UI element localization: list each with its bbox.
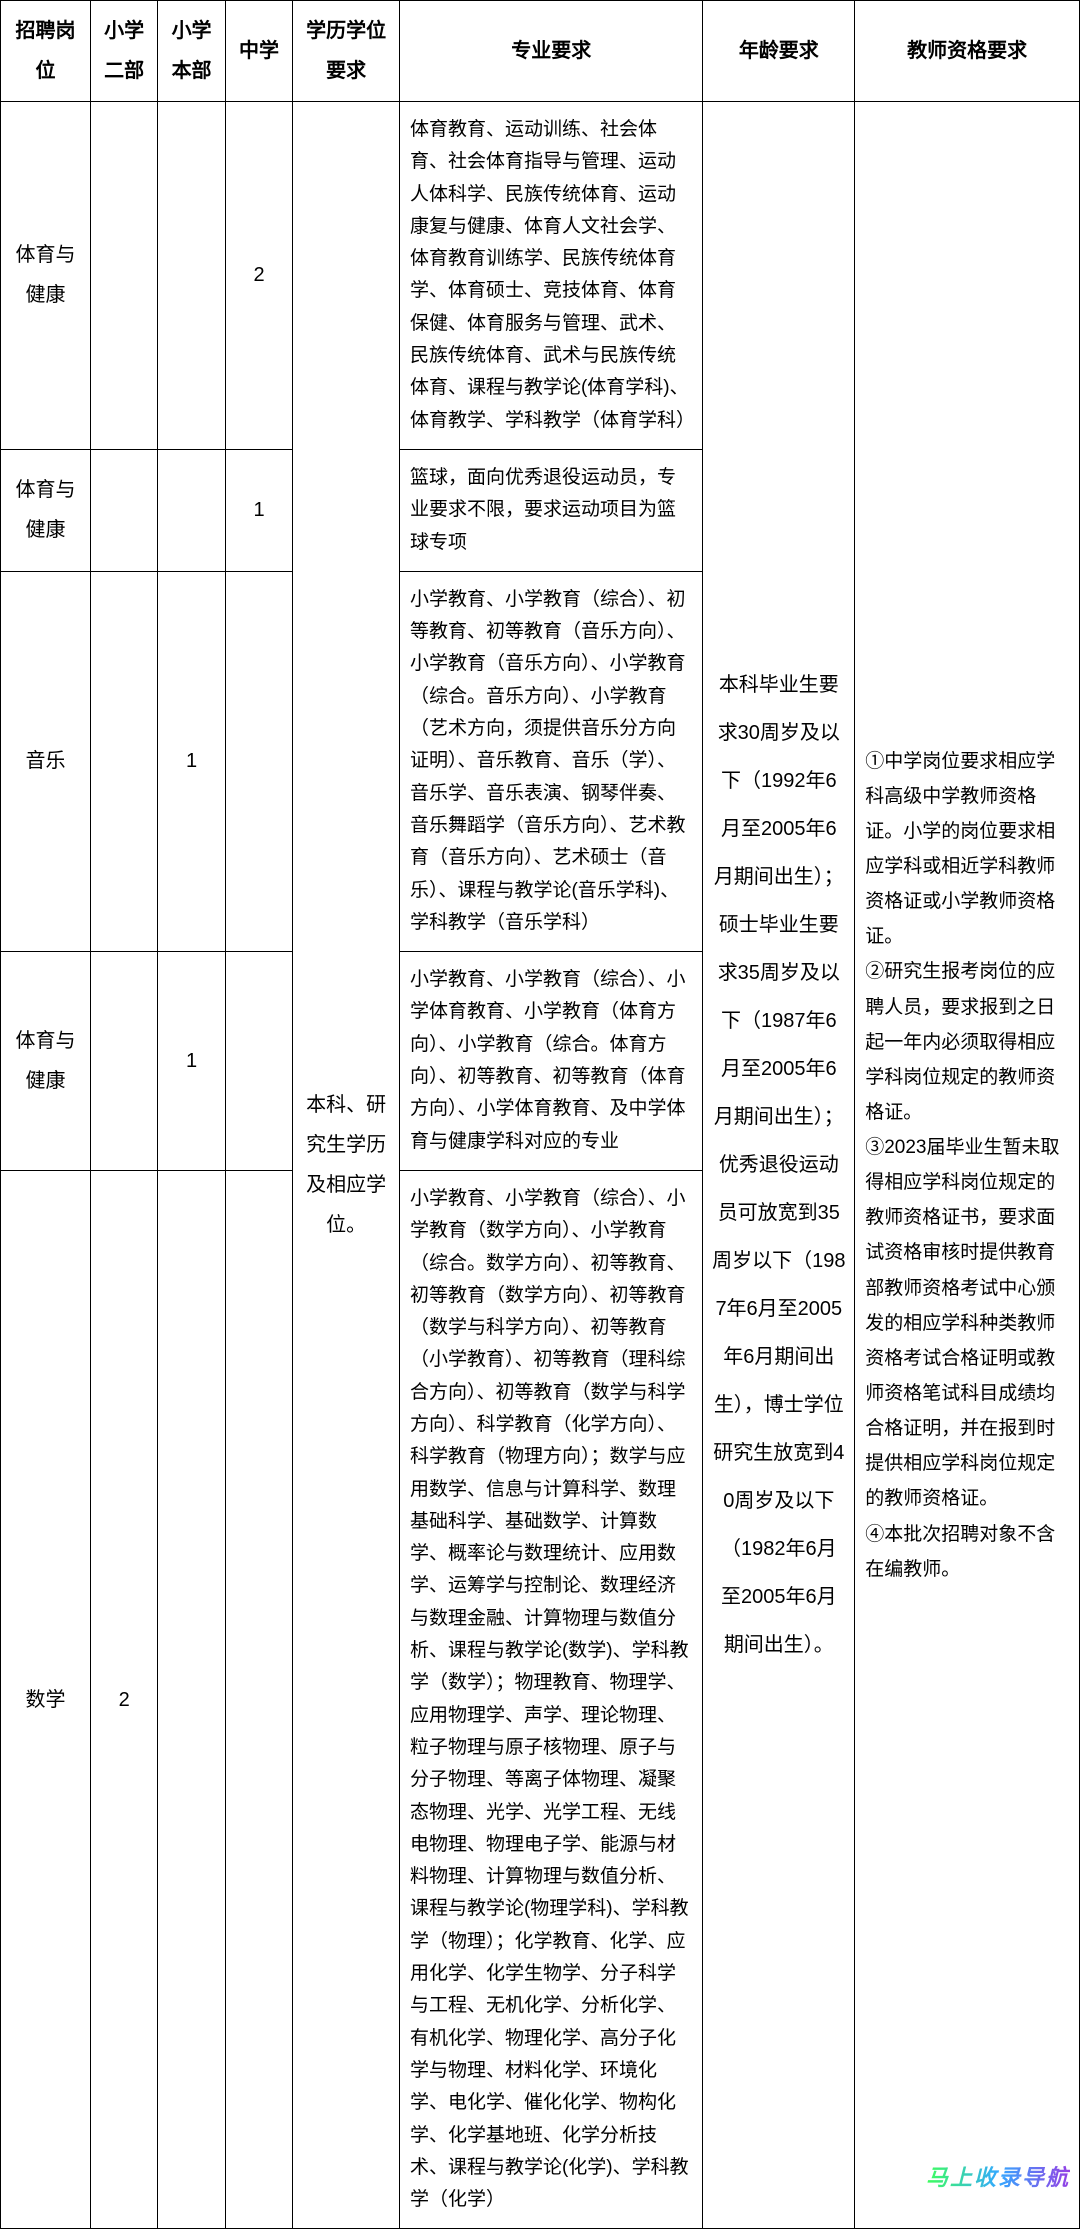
header-middle: 中学 <box>225 1 292 102</box>
cell-emain <box>158 102 225 450</box>
cell-emain <box>158 1170 225 2229</box>
cell-major: 小学教育、小学教育（综合）、初等教育、初等教育（音乐方向）、小学教育（音乐方向）… <box>399 571 702 951</box>
cell-position: 音乐 <box>1 571 91 951</box>
cell-middle <box>225 1170 292 2229</box>
cell-qual-merged: ①中学岗位要求相应学科高级中学教师资格证。小学的岗位要求相应学科或相近学科教师资… <box>855 102 1080 2229</box>
header-major: 专业要求 <box>399 1 702 102</box>
table-header-row: 招聘岗位 小学二部 小学本部 中学 学历学位要求 专业要求 年龄要求 教师资格要… <box>1 1 1080 102</box>
header-teacher-qual: 教师资格要求 <box>855 1 1080 102</box>
cell-e2 <box>90 449 157 571</box>
header-age: 年龄要求 <box>703 1 855 102</box>
cell-position: 体育与健康 <box>1 102 91 450</box>
cell-major: 小学教育、小学教育（综合）、小学体育教育、小学教育（体育方向）、小学教育（综合。… <box>399 952 702 1171</box>
cell-major: 体育教育、运动训练、社会体育、社会体育指导与管理、运动人体科学、民族传统体育、运… <box>399 102 702 450</box>
cell-e2 <box>90 952 157 1171</box>
cell-emain <box>158 449 225 571</box>
cell-position: 体育与健康 <box>1 449 91 571</box>
table-row: 体育与健康 2 本科、研究生学历及相应学位。 体育教育、运动训练、社会体育、社会… <box>1 102 1080 450</box>
cell-position: 体育与健康 <box>1 952 91 1171</box>
watermark-text: 马上收录导航 <box>926 2160 1070 2192</box>
cell-middle <box>225 571 292 951</box>
header-elementary-main: 小学本部 <box>158 1 225 102</box>
header-elementary2: 小学二部 <box>90 1 157 102</box>
cell-age-merged: 本科毕业生要求30周岁及以下（1992年6月至2005年6月期间出生）；硕士毕业… <box>703 102 855 2229</box>
cell-e2: 2 <box>90 1170 157 2229</box>
cell-degree-merged: 本科、研究生学历及相应学位。 <box>293 102 400 2229</box>
recruitment-table: 招聘岗位 小学二部 小学本部 中学 学历学位要求 专业要求 年龄要求 教师资格要… <box>0 0 1080 2229</box>
cell-position: 数学 <box>1 1170 91 2229</box>
cell-emain: 1 <box>158 571 225 951</box>
cell-major: 篮球，面向优秀退役运动员，专业要求不限，要求运动项目为篮球专项 <box>399 449 702 571</box>
cell-middle: 2 <box>225 102 292 450</box>
cell-middle <box>225 952 292 1171</box>
header-position: 招聘岗位 <box>1 1 91 102</box>
cell-emain: 1 <box>158 952 225 1171</box>
cell-e2 <box>90 102 157 450</box>
cell-middle: 1 <box>225 449 292 571</box>
cell-e2 <box>90 571 157 951</box>
cell-major: 小学教育、小学教育（综合）、小学教育（数学方向）、小学教育（综合。数学方向）、初… <box>399 1170 702 2229</box>
header-degree: 学历学位要求 <box>293 1 400 102</box>
